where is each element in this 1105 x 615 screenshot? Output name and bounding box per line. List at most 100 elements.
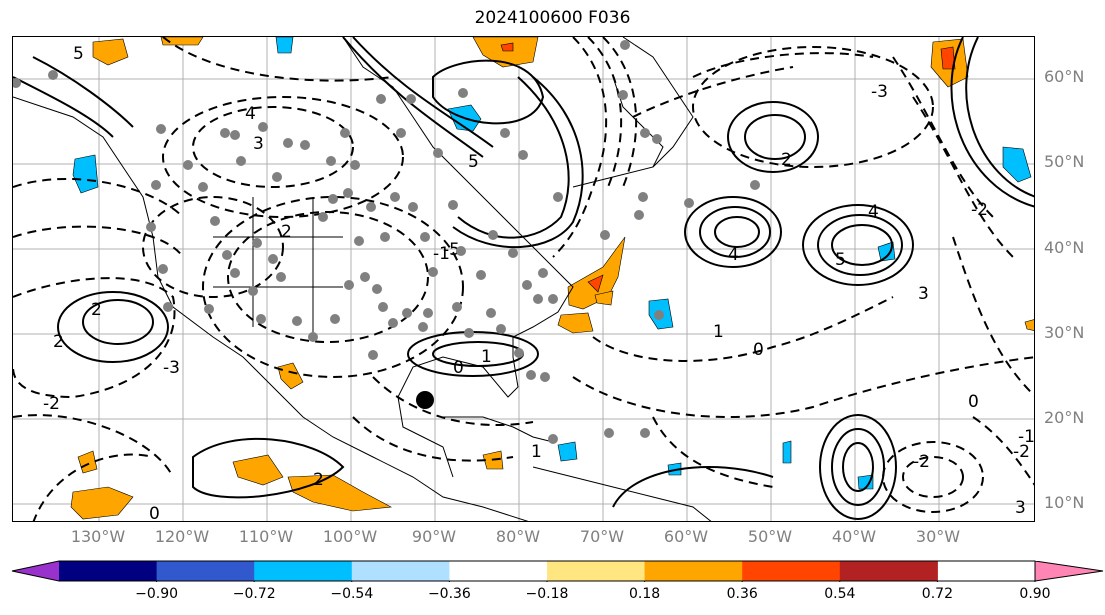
contour-solid [352,37,494,148]
contour-solid [452,76,584,249]
contour-dashed [352,416,514,462]
lat-label: 60°N [1044,67,1085,86]
contour-label: 0 [453,358,464,378]
contour-dashed [692,46,934,168]
colorbar-tick-label: −0.18 [525,586,569,602]
contour-dashed [602,37,638,188]
contour-label: 2 [313,470,324,490]
contour-dashed [692,52,874,78]
contour-dashed [572,356,1034,418]
contour-dashed [13,414,174,478]
storm-center-marker [416,391,434,409]
lon-label: 90°W [411,527,457,546]
contour-solid [802,204,914,286]
contour-dashed [972,416,1034,486]
lon-label: 110°W [238,527,294,546]
contour-label: 2 [91,300,102,320]
lon-label: 80°W [495,527,541,546]
contour-label: 5 [73,44,84,64]
lat-label: 40°N [1044,238,1085,257]
contour-solid [950,37,1034,208]
contour-label: -2 [43,394,60,414]
colorbar-segment [644,561,743,581]
contour-dashed [142,196,284,298]
contour-label: 1 [713,322,724,342]
colorbar-extend-low [12,561,59,581]
contour-label: 0 [753,340,764,360]
contour-label: 0 [149,504,160,522]
contour-solid [699,206,771,258]
contour-solid [13,76,114,138]
contour-label: -1 [1018,427,1035,447]
lat-label: 20°N [1044,408,1085,427]
contour-solid [727,101,819,173]
colorbar-tick-label: 0.90 [1019,586,1051,602]
contour-label: 5 [468,152,479,172]
contours [13,37,1034,521]
contour-dashed [952,236,1034,397]
colorbar-tick-label: −0.72 [232,586,276,602]
colorbar [11,560,1104,582]
lat-label: 30°N [1044,323,1085,342]
contour-solid [192,437,345,499]
contour-label: 3 [253,134,264,154]
contour-solid [432,59,545,125]
contour-solid [82,299,154,345]
contour-dashed [912,96,1014,258]
contour-solid [965,37,1034,198]
lon-label: 100°W [322,527,378,546]
colorbar-extend-high [1035,561,1103,581]
contour-solid [57,291,169,363]
contour-dashed [13,225,184,258]
lon-label: 120°W [154,527,210,546]
contour-label: 4 [728,245,739,265]
station-dots [13,40,760,444]
contour-dashed [32,453,154,521]
contour-dashed [13,277,176,399]
contour-label: 3 [1015,498,1026,518]
contour-label: -5 [443,240,460,260]
contour-dashed [13,177,184,218]
contour-dashed [902,456,964,498]
colorbar-segment [547,561,646,581]
contour-label: -2 [913,452,930,472]
contour-label: 1 [481,347,492,367]
colorbar-segment [839,561,938,581]
colorbar-segment [351,561,450,581]
lon-label: 50°W [747,527,793,546]
contour-dashed [162,37,394,82]
contour-label: -2 [1013,442,1030,462]
colorbar-tick-label: −0.36 [427,586,471,602]
contour-label: 0 [968,392,979,412]
contour-dashed [162,96,404,218]
contour-dashed [552,37,608,258]
map-panel: 5 4 3 2 1 0 1 2 -2 5 4 -1 4 5 2 3 0 -3 -… [12,36,1035,522]
lon-label: 130°W [70,527,126,546]
colorbar-segment [449,561,548,581]
colorbar-tick-label: −0.54 [330,586,374,602]
contour-label: 1 [531,442,542,462]
contour-label: -3 [871,82,888,102]
contour-label: 3 [918,284,929,304]
contour-dashed [592,296,894,362]
lat-label: 10°N [1044,493,1085,512]
contour-dashed [892,56,994,218]
contour-label: -2 [971,200,988,220]
lon-label: 60°W [663,527,709,546]
contour-label: -3 [163,358,180,378]
plot-title: 2024100600 F036 [474,8,631,28]
contour-label: 2 [781,150,792,170]
contour-dashed [202,196,464,378]
contour-labels: 5 4 3 2 1 0 1 2 -2 5 4 -1 4 5 2 3 0 -3 -… [43,44,1035,522]
contour-dashed [372,376,534,426]
contour-solid [819,414,897,520]
contour-label: 4 [868,202,879,222]
contour-solid [684,196,782,268]
colorbar-segment [156,561,255,581]
contour-solid [612,466,774,508]
contour-label: 4 [245,104,256,124]
contour-dashed [882,441,984,513]
shaded-fields [70,37,1034,520]
map-canvas: 5 4 3 2 1 0 1 2 -2 5 4 -1 4 5 2 3 0 -3 -… [13,37,1035,522]
contour-solid [744,114,806,160]
